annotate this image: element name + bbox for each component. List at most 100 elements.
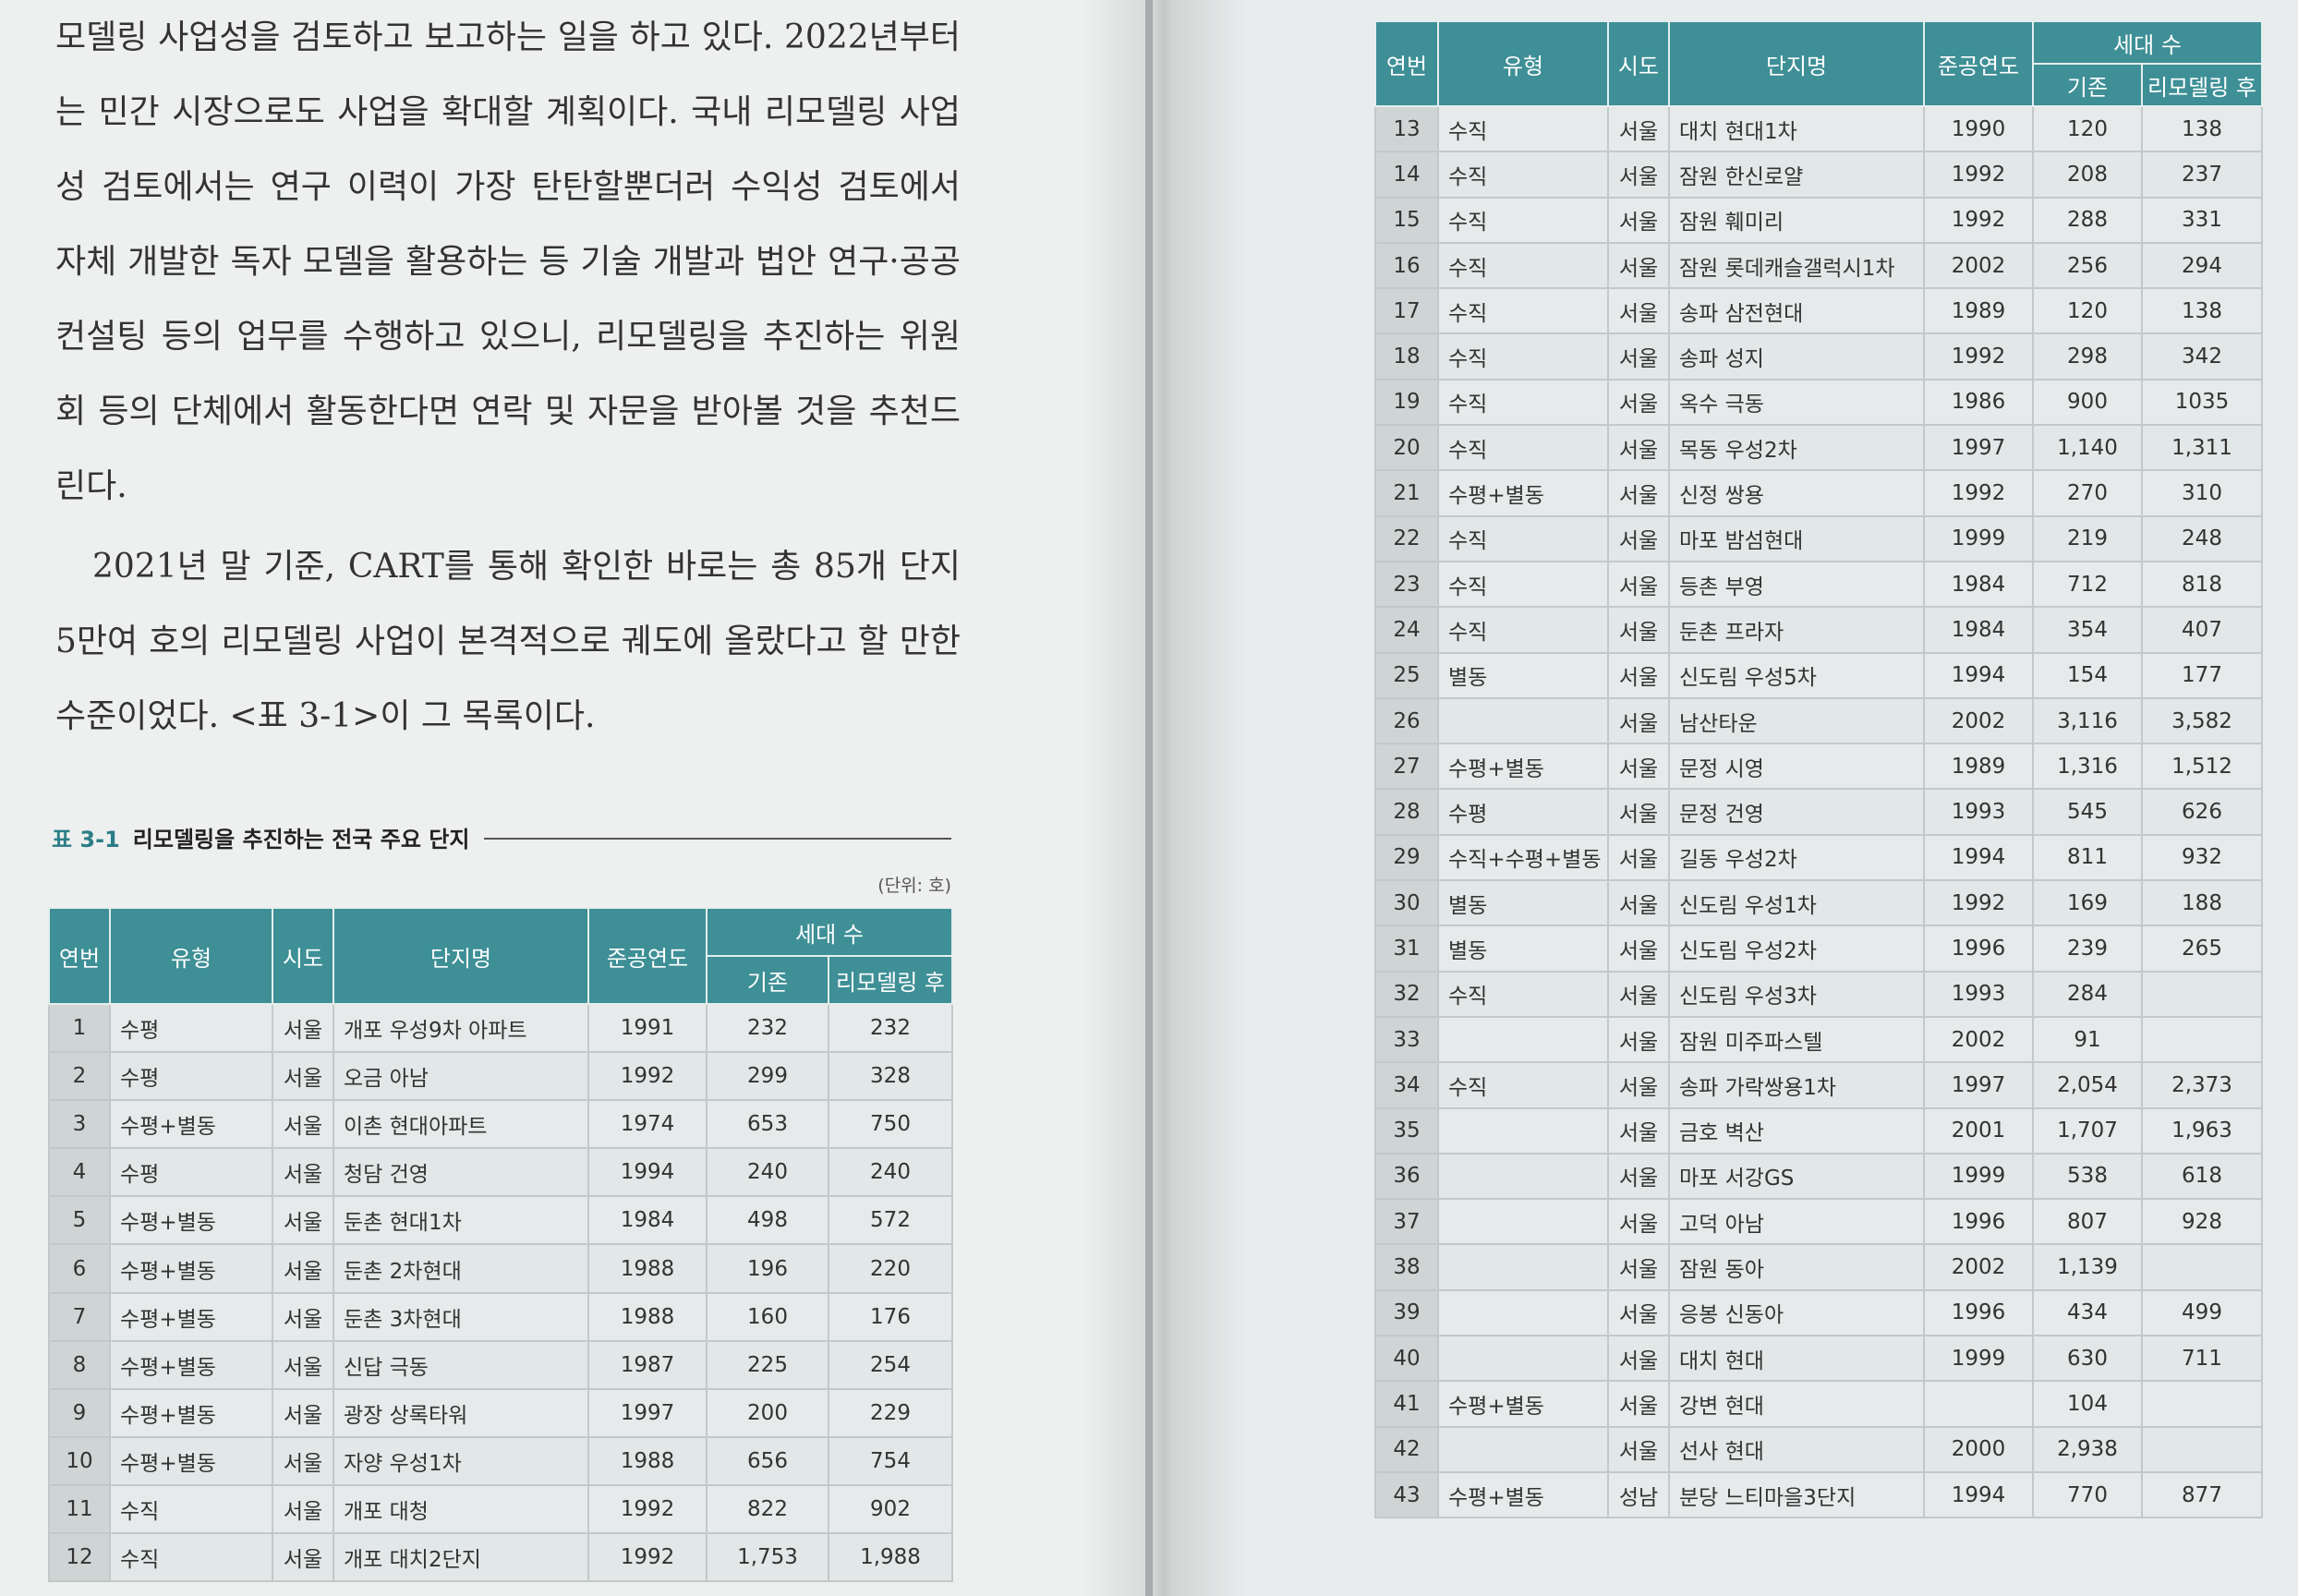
cell-no: 15 xyxy=(1374,196,1439,244)
table-row: 6 수평+별동 서울 둔촌 2차현대 1988 196 220 xyxy=(48,1243,953,1294)
table-row: 13 수직 서울 대치 현대1차 1990 120 138 xyxy=(1374,104,2263,153)
cell-existing: 256 xyxy=(2032,241,2143,290)
cell-name: 마포 밤섬현대 xyxy=(1668,514,1925,562)
cell-after: 265 xyxy=(2141,925,2263,973)
cell-name: 송파 가락쌍용1차 xyxy=(1668,1061,1925,1109)
cell-name: 청담 건영 xyxy=(333,1147,589,1198)
cell-year: 1988 xyxy=(587,1435,708,1486)
cell-existing: 811 xyxy=(2032,833,2143,882)
cell-after: 928 xyxy=(2141,1198,2263,1246)
cell-type: 수직 xyxy=(1437,196,1609,244)
cell-existing: 200 xyxy=(706,1387,829,1438)
cell-type: 수평+별동 xyxy=(109,1291,273,1342)
cell-type: 별동 xyxy=(1437,879,1609,927)
cell-no: 32 xyxy=(1374,970,1439,1018)
cell-after: 499 xyxy=(2141,1288,2263,1337)
cell-city: 서울 xyxy=(1607,696,1670,745)
cell-no: 28 xyxy=(1374,788,1439,836)
cell-name: 선사 현대 xyxy=(1668,1425,1925,1473)
cell-city: 서울 xyxy=(1607,469,1670,517)
cell-city: 서울 xyxy=(1607,1061,1670,1109)
cell-existing: 120 xyxy=(2032,104,2143,153)
cell-year: 1987 xyxy=(587,1339,708,1390)
cell-existing: 538 xyxy=(2032,1152,2143,1201)
cell-no: 9 xyxy=(48,1387,111,1438)
cell-city: 서울 xyxy=(1607,606,1670,654)
cell-type: 수평 xyxy=(109,1002,273,1054)
cell-no: 31 xyxy=(1374,925,1439,973)
cell-type: 수직+수평+별동 xyxy=(1437,833,1609,882)
cell-city: 서울 xyxy=(1607,1380,1670,1428)
cell-year: 1992 xyxy=(1923,469,2034,517)
cell-existing: 91 xyxy=(2032,1015,2143,1064)
table-row: 3 수평+별동 서울 이촌 현대아파트 1974 653 750 xyxy=(48,1099,953,1150)
cell-type: 수평+별동 xyxy=(109,1387,273,1438)
table-row: 19 수직 서울 옥수 극동 1986 900 1035 xyxy=(1374,378,2263,427)
cell-city: 서울 xyxy=(1607,925,1670,973)
cell-existing: 225 xyxy=(706,1339,829,1390)
cell-after: 626 xyxy=(2141,788,2263,836)
cell-type: 수직 xyxy=(109,1532,273,1583)
cell-after: 177 xyxy=(2141,651,2263,699)
cell-name: 길동 우성2차 xyxy=(1668,833,1925,882)
cell-city: 서울 xyxy=(1607,788,1670,836)
cell-after: 572 xyxy=(828,1195,953,1246)
header-city: 시도 xyxy=(272,907,334,1005)
cell-after: 932 xyxy=(2141,833,2263,882)
header-after: 리모델링 후 xyxy=(828,955,953,1005)
cell-existing: 770 xyxy=(2032,1470,2143,1519)
table-row: 27 수평+별동 서울 문정 시영 1989 1,316 1,512 xyxy=(1374,743,2263,791)
header-existing: 기존 xyxy=(2032,63,2143,107)
cell-name: 개포 대청 xyxy=(333,1483,589,1535)
table-row: 24 수직 서울 둔촌 프라자 1984 354 407 xyxy=(1374,606,2263,654)
cell-after xyxy=(2141,1243,2263,1291)
cell-after xyxy=(2141,1425,2263,1473)
cell-name: 둔촌 3차현대 xyxy=(333,1291,589,1342)
cell-year: 1992 xyxy=(587,1532,708,1583)
table-row: 25 별동 서울 신도림 우성5차 1994 154 177 xyxy=(1374,651,2263,699)
cell-no: 43 xyxy=(1374,1470,1439,1519)
cell-name: 강변 현대 xyxy=(1668,1380,1925,1428)
cell-year: 1996 xyxy=(1923,1288,2034,1337)
cell-name: 신답 극동 xyxy=(333,1339,589,1390)
table-row: 37 서울 고덕 아남 1996 807 928 xyxy=(1374,1198,2263,1246)
cell-existing: 239 xyxy=(2032,925,2143,973)
cell-city: 서울 xyxy=(1607,651,1670,699)
cell-no: 25 xyxy=(1374,651,1439,699)
cell-year: 2002 xyxy=(1923,696,2034,745)
header-no: 연번 xyxy=(1374,20,1439,107)
cell-no: 7 xyxy=(48,1291,111,1342)
cell-city: 서울 xyxy=(1607,1335,1670,1383)
header-year: 준공연도 xyxy=(1923,20,2034,107)
table-row: 20 수직 서울 목동 우성2차 1997 1,140 1,311 xyxy=(1374,424,2263,472)
cell-type: 별동 xyxy=(1437,925,1609,973)
cell-name: 금호 벽산 xyxy=(1668,1106,1925,1155)
cell-type: 수평+별동 xyxy=(109,1195,273,1246)
table-row: 30 별동 서울 신도림 우성1차 1992 169 188 xyxy=(1374,879,2263,927)
cell-type: 수직 xyxy=(1437,424,1609,472)
cell-year: 2002 xyxy=(1923,241,2034,290)
cell-after: 240 xyxy=(828,1147,953,1198)
cell-no: 41 xyxy=(1374,1380,1439,1428)
cell-no: 23 xyxy=(1374,560,1439,609)
cell-city: 서울 xyxy=(1607,833,1670,882)
header-name: 단지명 xyxy=(1668,20,1925,107)
cell-name: 잠원 롯데캐슬갤럭시1차 xyxy=(1668,241,1925,290)
cell-name: 둔촌 현대1차 xyxy=(333,1195,589,1246)
cell-year: 1996 xyxy=(1923,1198,2034,1246)
cell-type: 수직 xyxy=(1437,287,1609,335)
cell-name: 광장 상록타워 xyxy=(333,1387,589,1438)
cell-no: 14 xyxy=(1374,151,1439,199)
cell-year: 1999 xyxy=(1923,1152,2034,1201)
cell-year: 2000 xyxy=(1923,1425,2034,1473)
cell-after: 138 xyxy=(2141,287,2263,335)
cell-after: 176 xyxy=(828,1291,953,1342)
cell-after: 750 xyxy=(828,1099,953,1150)
table-row: 29 수직+수평+별동 서울 길동 우성2차 1994 811 932 xyxy=(1374,833,2263,882)
cell-type: 수평+별동 xyxy=(1437,1380,1609,1428)
header-type: 유형 xyxy=(1437,20,1609,107)
cell-no: 18 xyxy=(1374,332,1439,381)
cell-year: 1984 xyxy=(587,1195,708,1246)
table-row: 7 수평+별동 서울 둔촌 3차현대 1988 160 176 xyxy=(48,1291,953,1342)
cell-city: 서울 xyxy=(1607,287,1670,335)
